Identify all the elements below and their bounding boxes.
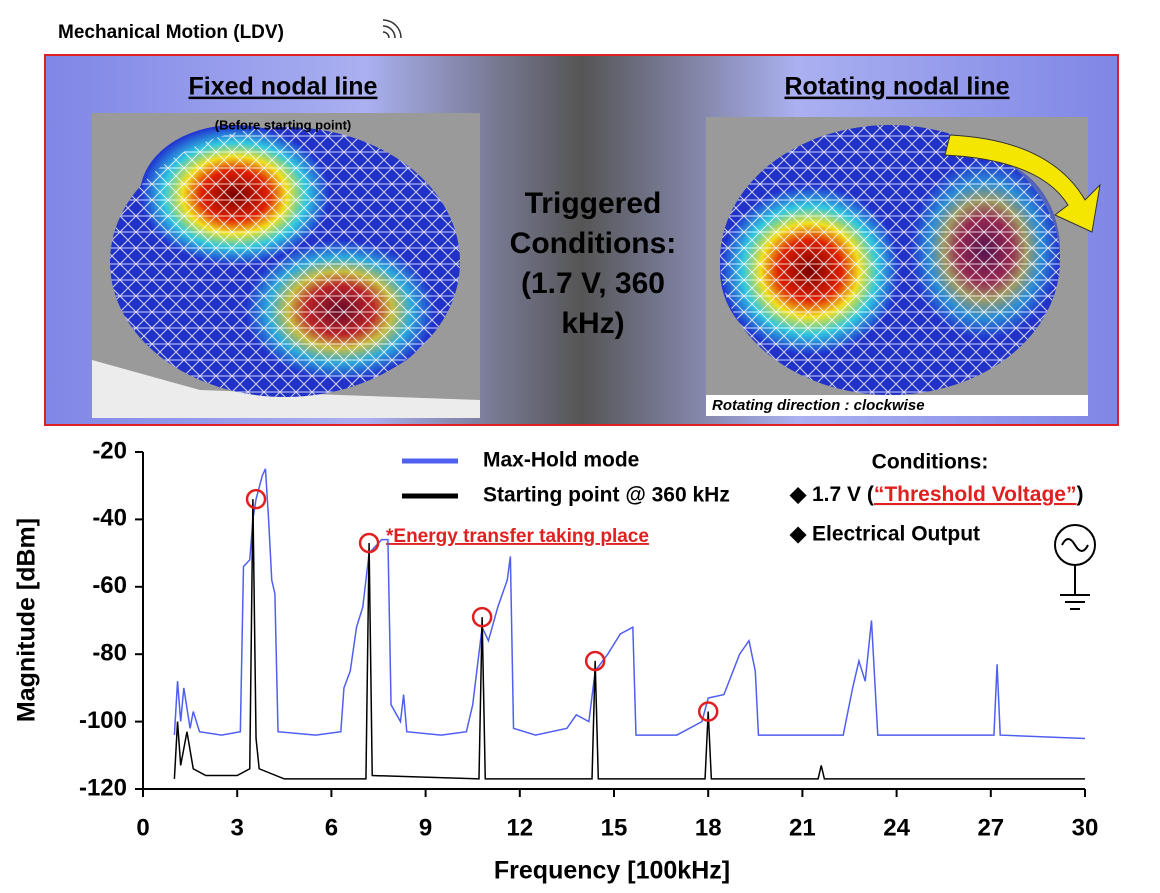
note-box — [706, 395, 1088, 416]
right-title: Rotating nodal line — [785, 73, 1010, 101]
x-axis-label: Frequency [100kHz] — [494, 857, 730, 885]
annotation: ◆ 1.7 V (“Threshold Voltage”) — [789, 483, 1084, 506]
x-tick-label: 12 — [506, 814, 533, 841]
heading: Mechanical Motion (LDV) — [58, 22, 284, 43]
annotation-part: ◆ 1.7 V ( — [789, 483, 874, 506]
x-tick-label: 18 — [695, 814, 722, 841]
annotation: Conditions: — [872, 451, 989, 474]
x-tick-label: 21 — [789, 814, 816, 841]
annotation-part: “Threshold Voltage” — [874, 483, 1077, 506]
center-line: Triggered — [525, 187, 662, 220]
y-tick-label: -120 — [79, 774, 127, 801]
x-tick-label: 30 — [1072, 814, 1099, 841]
peak-marker — [584, 650, 606, 672]
ldv-icon — [382, 19, 402, 39]
center-text: Triggered Conditions: (1.7 V, 360 kHz) — [510, 187, 677, 340]
annotation: ◆ Electrical Output — [789, 523, 980, 546]
y-tick-label: -20 — [92, 437, 127, 464]
y-tick-label: -40 — [92, 505, 127, 532]
y-tick-label: -80 — [92, 640, 127, 667]
annotation-part: ) — [1077, 483, 1084, 506]
x-tick-label: 27 — [977, 814, 1004, 841]
peak-marker — [245, 488, 267, 510]
series-line — [173, 468, 1086, 740]
x-tick-label: 15 — [601, 814, 628, 841]
x-tick-label: 6 — [325, 814, 338, 841]
source-icon — [1054, 524, 1096, 610]
peak-marker — [471, 606, 493, 628]
right-image — [706, 117, 1101, 416]
center-line: kHz) — [561, 307, 624, 340]
peak-marker — [358, 532, 380, 554]
left-title: Fixed nodal line — [189, 73, 378, 101]
annotation: *Energy transfer taking place — [386, 526, 649, 547]
peak-marker — [697, 701, 719, 722]
left-note: (Before starting point) — [215, 117, 352, 132]
x-tick-label: 0 — [136, 814, 149, 841]
x-tick-label: 3 — [231, 814, 244, 841]
y-tick-label: -60 — [92, 572, 127, 599]
legend-label: Starting point @ 360 kHz — [483, 484, 730, 507]
y-tick-label: -100 — [79, 707, 127, 734]
legend-label: Max-Hold mode — [483, 449, 639, 472]
left-image — [92, 113, 480, 418]
right-note: Rotating direction : clockwise — [712, 397, 925, 414]
center-line: (1.7 V, 360 — [521, 267, 665, 300]
x-tick-label: 9 — [419, 814, 432, 841]
y-axis-label: Magnitude [dBm] — [13, 518, 41, 722]
x-tick-label: 24 — [883, 814, 910, 841]
center-line: Conditions: — [510, 227, 677, 260]
series-line — [173, 499, 1085, 780]
